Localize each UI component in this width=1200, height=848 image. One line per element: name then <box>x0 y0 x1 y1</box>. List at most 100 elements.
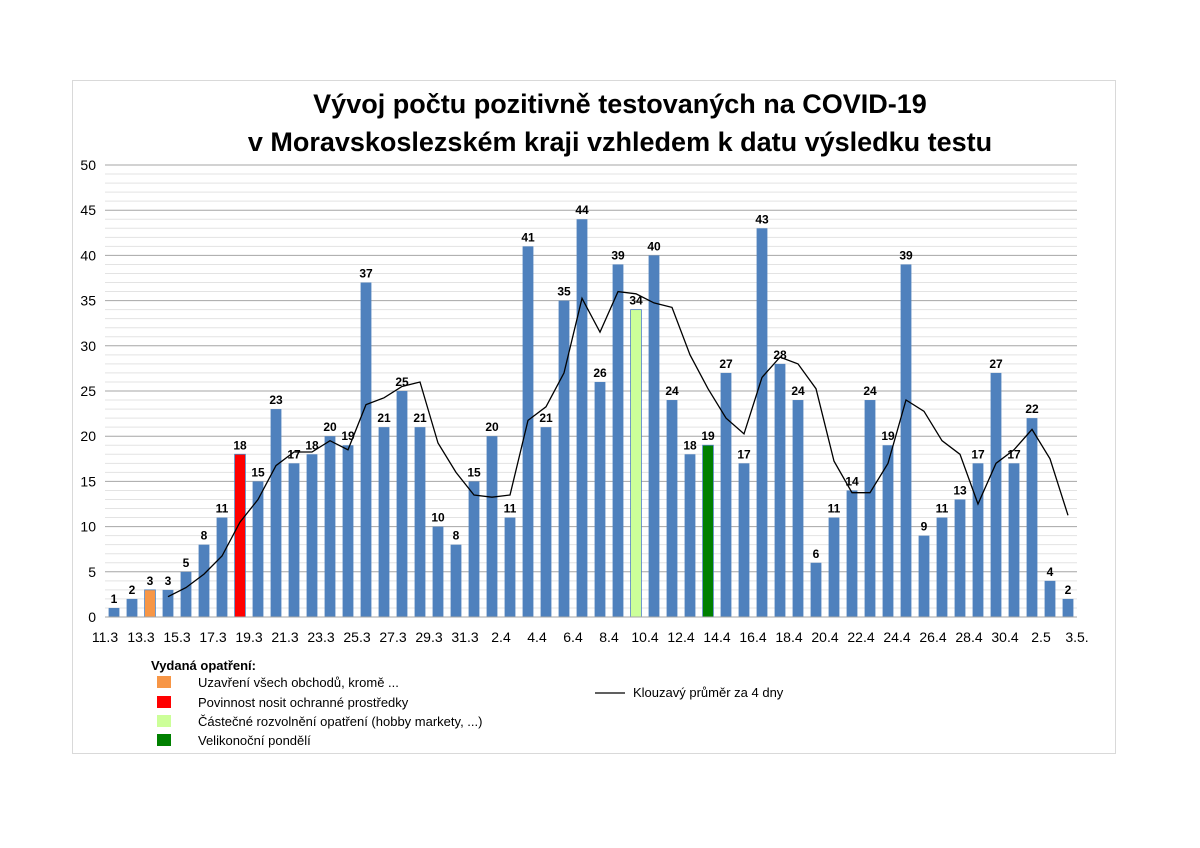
bar <box>180 571 192 617</box>
data-label: 15 <box>251 465 265 479</box>
data-label: 39 <box>611 248 625 262</box>
data-label: 10 <box>431 511 445 525</box>
legend-label-partial-relaxation: Částečné rozvolnění opatření (hobby mark… <box>198 714 482 729</box>
x-tick-label: 11.3 <box>92 629 118 645</box>
x-tick-label: 23.3 <box>307 629 334 645</box>
x-tick-label: 19.3 <box>235 629 262 645</box>
bar <box>486 436 498 617</box>
chart-title: Vývoj počtu pozitivně testovaných na COV… <box>248 89 992 157</box>
chart-frame: Vývoj počtu pozitivně testovaných na COV… <box>72 80 1116 754</box>
chart-svg: Vývoj počtu pozitivně testovaných na COV… <box>80 89 1089 748</box>
legend-label-masks-required: Povinnost nosit ochranné prostředky <box>198 695 409 710</box>
bar <box>612 264 624 617</box>
bar <box>414 427 426 617</box>
legend-swatch-partial-relaxation <box>157 715 171 727</box>
data-label: 17 <box>737 447 751 461</box>
legend: Vydaná opatření: Uzavření všech obchodů,… <box>151 658 784 748</box>
data-label: 9 <box>921 520 928 534</box>
grid <box>105 164 1077 618</box>
bars <box>108 219 1074 618</box>
data-label: 11 <box>828 502 841 516</box>
bar <box>144 589 156 618</box>
bar <box>360 282 372 617</box>
x-tick-label: 12.4 <box>667 629 694 645</box>
bar <box>774 363 786 617</box>
bar <box>810 562 822 617</box>
data-label: 5 <box>183 556 190 570</box>
moving-average-line <box>167 290 1069 598</box>
x-tick-label: 30.4 <box>991 629 1018 645</box>
y-tick-label: 0 <box>88 609 96 625</box>
data-label: 19 <box>881 429 895 443</box>
data-label: 8 <box>201 529 208 543</box>
data-label: 11 <box>216 502 229 516</box>
chart-title-line-2: v Moravskoslezském kraji vzhledem k datu… <box>248 127 992 157</box>
data-label: 21 <box>377 411 391 425</box>
data-label: 21 <box>539 411 553 425</box>
data-label: 8 <box>453 529 460 543</box>
bar <box>864 400 876 617</box>
bar <box>882 445 894 617</box>
data-label: 4 <box>1047 565 1054 579</box>
x-tick-label: 8.4 <box>599 629 619 645</box>
bar <box>702 444 714 618</box>
data-label: 13 <box>953 483 967 497</box>
legend-label-stores-closed: Uzavření všech obchodů, kromě ... <box>198 675 399 690</box>
x-tick-label: 18.4 <box>775 629 802 645</box>
legend-label-easter-monday: Velikonoční pondělí <box>198 733 311 748</box>
data-label: 20 <box>485 420 499 434</box>
bar <box>234 453 246 618</box>
bar <box>900 264 912 617</box>
y-tick-label: 30 <box>80 338 96 354</box>
data-label: 19 <box>341 429 355 443</box>
legend-swatch-stores-closed <box>157 676 171 688</box>
data-label: 11 <box>936 502 949 516</box>
data-label: 6 <box>813 547 820 561</box>
y-tick-label: 20 <box>80 428 96 444</box>
bar <box>108 607 120 617</box>
x-tick-label: 28.4 <box>955 629 982 645</box>
bar <box>720 372 732 617</box>
x-tick-label: 14.4 <box>703 629 730 645</box>
bar <box>396 391 408 617</box>
x-tick-label: 3.5. <box>1065 629 1088 645</box>
data-label: 18 <box>305 438 319 452</box>
bar <box>684 454 696 617</box>
bar <box>324 436 336 617</box>
y-tick-label: 45 <box>80 202 96 218</box>
bar <box>1008 463 1020 617</box>
bar <box>594 381 606 617</box>
y-tick-label: 10 <box>80 519 96 535</box>
data-label: 24 <box>791 384 805 398</box>
data-label: 18 <box>233 438 247 452</box>
y-tick-label: 15 <box>80 473 96 489</box>
bar <box>468 481 480 617</box>
data-labels: 123 3581118152317182019372125211081520114… <box>111 203 1072 606</box>
y-tick-label: 50 <box>80 157 96 173</box>
bar <box>270 409 282 617</box>
bar <box>792 400 804 617</box>
bar <box>198 544 210 617</box>
bar <box>126 598 138 617</box>
bar <box>288 463 300 617</box>
data-label: 22 <box>1025 402 1039 416</box>
data-label: 28 <box>773 348 787 362</box>
bar <box>846 490 858 617</box>
bar <box>990 372 1002 617</box>
x-tick-label: 2.4 <box>491 629 511 645</box>
x-axis-ticks: 11.3 13.3 15.3 17.3 19.3 21.3 23.3 25.3 27.3 29.3… <box>92 616 1089 645</box>
bar <box>1062 598 1074 617</box>
x-tick-label: 22.4 <box>847 629 874 645</box>
data-label: 3 <box>147 574 154 588</box>
x-tick-label: 10.4 <box>631 629 658 645</box>
data-label: 18 <box>683 438 697 452</box>
bar <box>432 526 444 617</box>
data-label: 23 <box>269 393 283 407</box>
bar <box>306 454 318 617</box>
data-label: 26 <box>593 366 607 380</box>
data-label: 41 <box>521 230 535 244</box>
data-label: 43 <box>755 212 769 226</box>
x-tick-label: 6.4 <box>563 629 583 645</box>
bar <box>522 246 534 618</box>
bar <box>918 535 930 617</box>
